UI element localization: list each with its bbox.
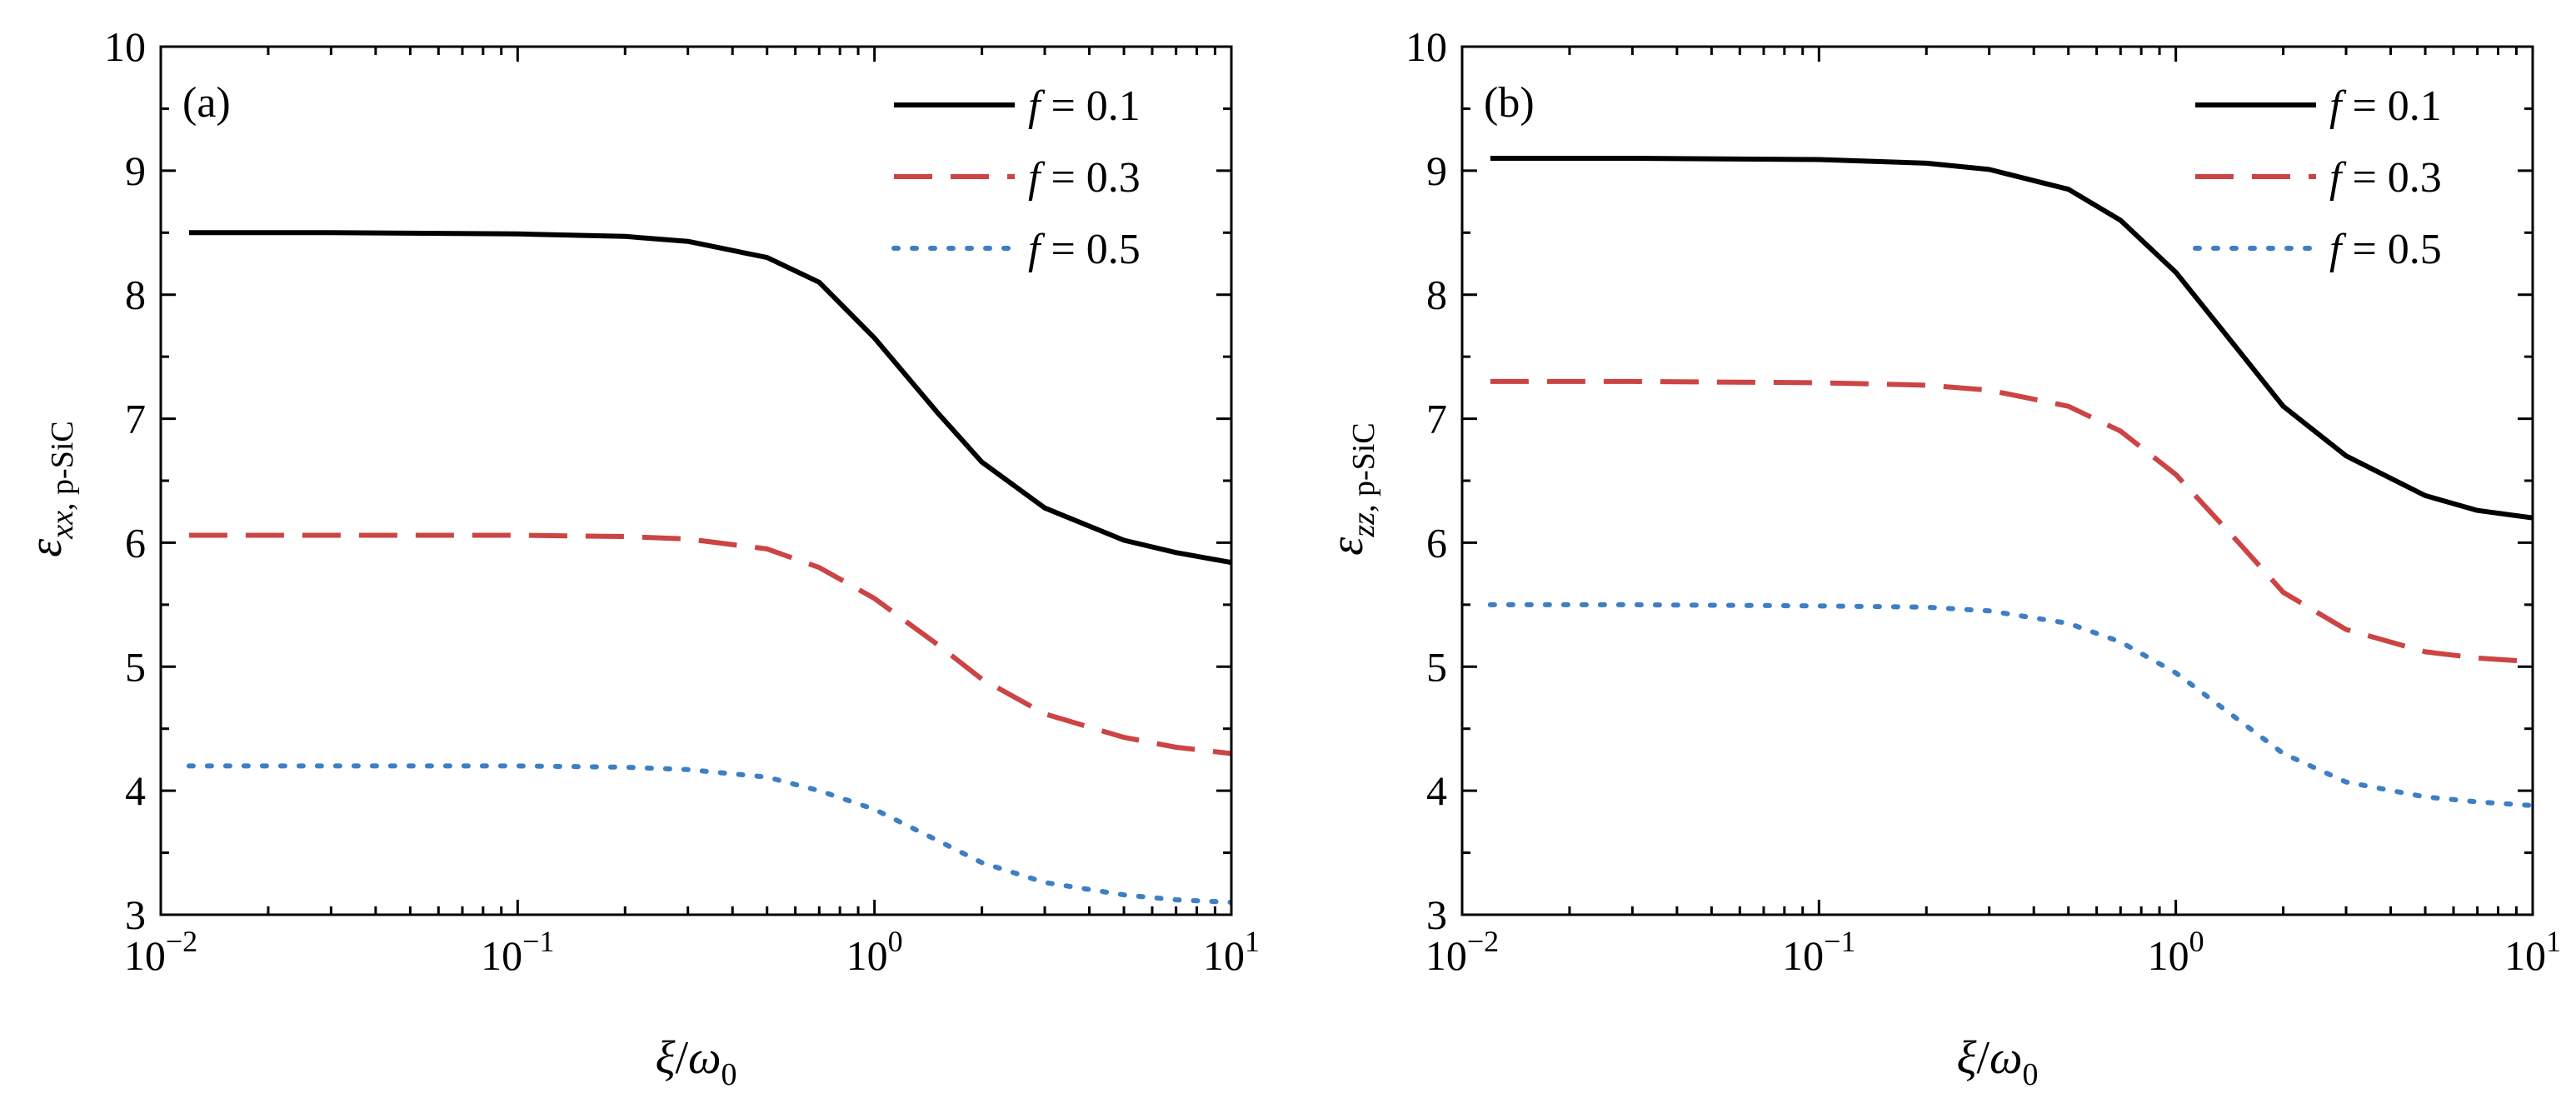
x-label-xi: ξ	[655, 1032, 675, 1084]
legend: f = 0.1 f = 0.3 f = 0.5	[891, 82, 1141, 273]
x-axis-label: ξ/ω0	[655, 1032, 736, 1092]
legend-value: = 0.1	[1040, 82, 1140, 130]
x-tick-exponent: −1	[1824, 925, 1855, 958]
series-line-1	[188, 230, 1231, 566]
y-tick-label: 7	[125, 396, 146, 442]
x-tick-label: 10−2	[124, 925, 197, 979]
series-group	[186, 230, 1231, 906]
y-tick-label: 10	[104, 23, 146, 70]
x-tick-exponent: 1	[1245, 925, 1260, 958]
legend-value: = 0.5	[1040, 226, 1140, 273]
x-label-omega: ω	[1989, 1032, 2023, 1084]
x-tick-label: 100	[2148, 925, 2204, 979]
x-tick-base: 10	[1425, 932, 1467, 979]
y-label-subscript-var: xx	[45, 511, 80, 540]
y-tick-label: 6	[125, 519, 146, 566]
x-tick-exponent: −1	[522, 925, 554, 958]
x-tick-base: 10	[124, 932, 166, 979]
legend-value: = 0.3	[2341, 154, 2441, 202]
y-tick-label: 9	[125, 147, 146, 194]
x-label-subscript: 0	[2023, 1057, 2039, 1092]
panel-label: (b)	[1484, 79, 1535, 127]
series-group	[1487, 156, 2533, 808]
x-label-slash: /	[1976, 1032, 1989, 1084]
y-tick-label: 7	[1426, 396, 1447, 442]
series-line-1	[1490, 156, 2533, 521]
x-tick-exponent: −2	[1467, 925, 1499, 958]
x-label-slash: /	[675, 1032, 688, 1084]
y-tick-label: 10	[1405, 23, 1447, 70]
y-tick-label: 4	[1426, 767, 1447, 814]
legend: f = 0.1 f = 0.3 f = 0.5	[2193, 82, 2442, 273]
x-tick-label: 101	[2504, 925, 2561, 979]
legend-label-3: f = 0.5	[1028, 226, 1141, 273]
x-label-omega: ω	[688, 1032, 721, 1084]
y-axis-label: εxx, p-SiC	[20, 421, 80, 557]
y-tick-label: 6	[1426, 519, 1447, 566]
legend-label-3: f = 0.5	[2329, 226, 2442, 273]
y-tick-label: 5	[125, 643, 146, 690]
x-tick-exponent: −2	[166, 925, 197, 958]
x-tick-base: 10	[1203, 932, 1245, 979]
x-tick-exponent: 0	[888, 925, 903, 958]
y-label-subscript-var: zz	[1346, 512, 1381, 538]
x-label-subscript: 0	[721, 1057, 737, 1092]
legend-value: = 0.3	[1040, 154, 1140, 202]
x-axis-label: ξ/ω0	[1956, 1032, 2038, 1092]
legend-label-1: f = 0.1	[2329, 82, 2442, 130]
series-line-3	[1487, 601, 2533, 808]
legend-label-1: f = 0.1	[1028, 82, 1141, 130]
x-tick-base: 10	[2504, 932, 2546, 979]
y-label-epsilon: ε	[20, 538, 72, 557]
series-line-2	[188, 532, 1231, 756]
legend-label-2: f = 0.3	[1028, 154, 1141, 202]
x-tick-exponent: 0	[2189, 925, 2204, 958]
x-tick-label: 10−2	[1425, 925, 1499, 979]
y-tick-label: 5	[1426, 643, 1447, 690]
legend-label-2: f = 0.3	[2329, 154, 2442, 202]
x-tick-base: 10	[1782, 932, 1824, 979]
x-tick-exponent: 1	[2546, 925, 2561, 958]
y-tick-label: 9	[1426, 147, 1447, 194]
legend-value: = 0.5	[2341, 226, 2441, 273]
series-line-3	[186, 763, 1231, 906]
x-tick-label: 101	[1203, 925, 1260, 979]
x-tick-label: 10−1	[481, 925, 554, 979]
y-tick-label: 3	[125, 891, 146, 938]
x-tick-label: 100	[846, 925, 903, 979]
x-tick-base: 10	[481, 932, 522, 979]
y-label-epsilon: ε	[1321, 537, 1373, 556]
y-tick-label: 3	[1426, 891, 1447, 938]
y-label-subscript-text: , p-SiC	[1346, 422, 1381, 512]
x-tick-base: 10	[846, 932, 888, 979]
y-label-subscript-text: , p-SiC	[45, 421, 80, 511]
legend-value: = 0.1	[2341, 82, 2441, 130]
y-tick-label: 4	[125, 767, 146, 814]
y-axis-label: εzz, p-SiC	[1321, 422, 1381, 555]
y-tick-label: 8	[125, 272, 146, 318]
y-tick-label: 8	[1426, 272, 1447, 318]
x-tick-base: 10	[2148, 932, 2189, 979]
x-label-xi: ξ	[1956, 1032, 1976, 1084]
x-tick-label: 10−1	[1782, 925, 1855, 979]
series-line-2	[1490, 378, 2533, 665]
panel-label: (a)	[182, 79, 231, 127]
